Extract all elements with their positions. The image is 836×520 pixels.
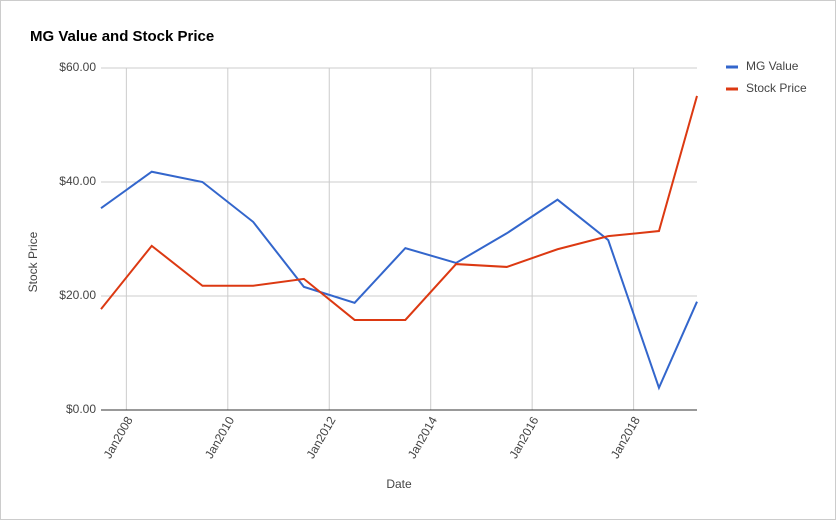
x-axis-label: Date	[386, 477, 412, 491]
legend-label: MG Value	[746, 59, 799, 73]
y-tick-label: $40.00	[59, 174, 96, 188]
series-line	[100, 95, 698, 321]
y-tick-label: $60.00	[59, 60, 96, 74]
y-axis-label: Stock Price	[26, 231, 40, 292]
y-tick-label: $20.00	[59, 288, 96, 302]
chart-title: MG Value and Stock Price	[30, 28, 214, 45]
legend-label: Stock Price	[746, 81, 807, 95]
series-line	[100, 170, 698, 391]
y-tick-label: $0.00	[66, 402, 96, 416]
